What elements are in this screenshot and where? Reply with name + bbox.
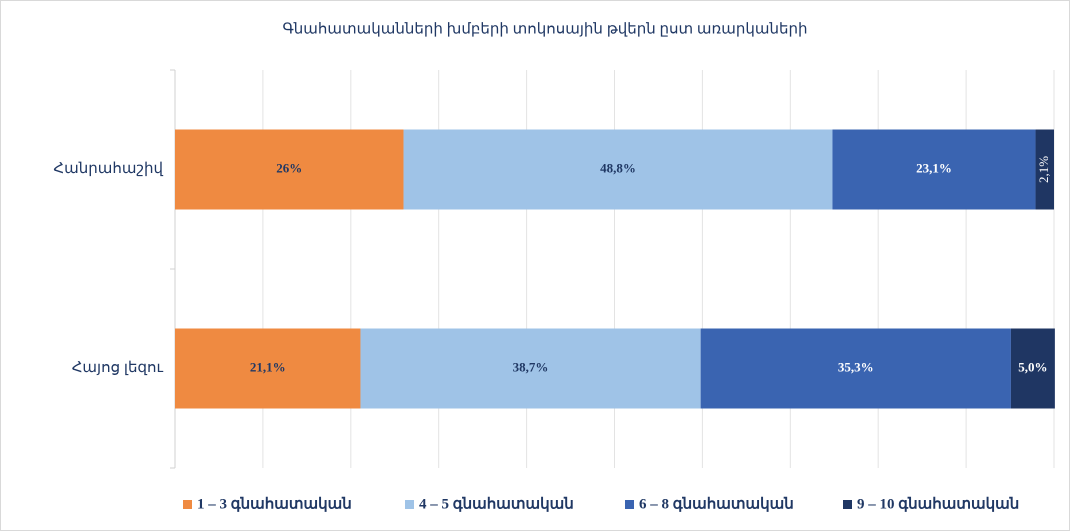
- legend-label: 4 – 5 գնահատական: [419, 496, 574, 512]
- legend-swatch: [625, 500, 634, 509]
- bar-segment: [700, 328, 1011, 409]
- y-tick-label: Հանրահաշիվ: [53, 161, 163, 177]
- y-tick-label: Հայոց լեզու: [72, 360, 164, 376]
- bar-segment: [175, 328, 361, 409]
- legend-label: 1 – 3 գնահատական: [197, 496, 352, 512]
- data-label: 5,0%: [1018, 359, 1047, 374]
- bar-segment: [175, 129, 404, 210]
- data-label: 35,3%: [838, 359, 874, 374]
- bar-segment: [832, 129, 1036, 210]
- data-label: 2,1%: [1036, 156, 1051, 183]
- bar-segment: [403, 129, 833, 210]
- legend-label: 9 – 10 գնահատական: [857, 496, 1019, 512]
- bar-segment: [1035, 129, 1054, 210]
- data-label: 48,8%: [600, 160, 636, 175]
- data-label: 26%: [276, 160, 302, 175]
- chart-title: Գնահատականների խմբերի տոկոսային թվերն ըս…: [282, 21, 807, 37]
- data-label: 38,7%: [513, 359, 549, 374]
- legend-swatch: [843, 500, 852, 509]
- legend-label: 6 – 8 գնահատական: [639, 496, 794, 512]
- data-label: 21,1%: [250, 359, 286, 374]
- bar-segment: [360, 328, 701, 409]
- data-label: 23,1%: [916, 160, 952, 175]
- legend-swatch: [405, 500, 414, 509]
- legend-swatch: [183, 500, 192, 509]
- bar-segment: [1010, 328, 1055, 409]
